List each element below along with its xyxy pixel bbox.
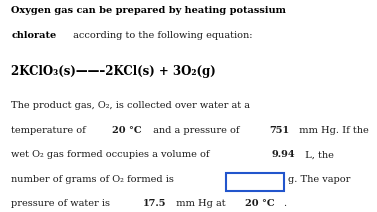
Text: 9.94: 9.94 (271, 150, 295, 159)
Text: .: . (284, 199, 287, 208)
Text: 2KClO₃(s)——–2KCl(s) + 3O₂(g): 2KClO₃(s)——–2KCl(s) + 3O₂(g) (11, 65, 216, 78)
Text: 17.5: 17.5 (143, 199, 167, 208)
Text: and a pressure of: and a pressure of (150, 126, 243, 135)
Text: |: | (228, 176, 231, 185)
Text: The product gas, O₂, is collected over water at a: The product gas, O₂, is collected over w… (11, 102, 250, 110)
Text: g. The vapor: g. The vapor (288, 175, 350, 184)
Text: according to the following equation:: according to the following equation: (70, 31, 252, 40)
Text: mm Hg. If the: mm Hg. If the (296, 126, 368, 135)
Text: L, the: L, the (302, 150, 334, 159)
Text: chlorate: chlorate (11, 31, 57, 40)
Text: temperature of: temperature of (11, 126, 89, 135)
Text: pressure of water is: pressure of water is (11, 199, 113, 208)
Text: 751: 751 (270, 126, 290, 135)
Text: 20 °C: 20 °C (112, 126, 141, 135)
Text: number of grams of O₂ formed is: number of grams of O₂ formed is (11, 175, 177, 184)
Text: 20 °C: 20 °C (245, 199, 275, 208)
Text: Oxygen gas can be prepared by heating potassium: Oxygen gas can be prepared by heating po… (11, 6, 286, 15)
Text: wet O₂ gas formed occupies a volume of: wet O₂ gas formed occupies a volume of (11, 150, 213, 159)
Text: mm Hg at: mm Hg at (173, 199, 229, 208)
Bar (225, 173, 284, 191)
